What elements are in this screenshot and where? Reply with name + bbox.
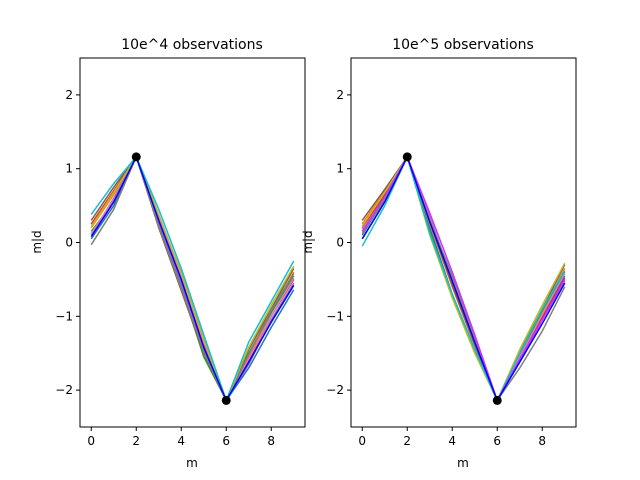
subplot-left-series-line-1 bbox=[90, 156, 295, 402]
subplot-left-axes-frame bbox=[79, 57, 306, 428]
subplot-left-series-line-5 bbox=[90, 156, 295, 402]
subplot-right-series-line-1 bbox=[361, 156, 566, 402]
subplot-right-marker-point-0 bbox=[402, 152, 412, 162]
subplot-right-title: 10e^5 observations bbox=[392, 37, 534, 53]
subplot-right-series-line-4 bbox=[361, 156, 566, 402]
subplot-right: 10e^5 observations m m|d 0 2 4 6 8 −2 −1 0 1 2 bbox=[301, 37, 577, 470]
subplot-right-ytick-label: −2 bbox=[326, 383, 344, 397]
subplot-right-ytick-label: 1 bbox=[336, 162, 344, 176]
subplot-right-ylabel: m|d bbox=[301, 230, 315, 253]
subplot-right-xtick-label: 2 bbox=[403, 434, 411, 448]
subplot-left-marker-point-1 bbox=[221, 395, 231, 405]
subplot-right-xtick-label: 6 bbox=[493, 434, 501, 448]
subplot-right-ytick-label: 2 bbox=[336, 88, 344, 102]
subplot-right-series-line-6 bbox=[361, 156, 566, 402]
subplot-left-series-line-0 bbox=[90, 156, 295, 402]
subplot-right-series-line-0 bbox=[361, 156, 566, 402]
subplot-left-ytick-label: 0 bbox=[65, 236, 73, 250]
subplot-right-xtick-label: 8 bbox=[538, 434, 546, 448]
subplot-left-series-line-8 bbox=[90, 156, 295, 402]
subplot-left-ytick-label: −1 bbox=[55, 309, 73, 323]
subplot-left-series-line-6 bbox=[90, 156, 295, 402]
subplot-left-xtick-label: 0 bbox=[87, 434, 95, 448]
subplot-left-series-line-10 bbox=[90, 156, 295, 402]
subplot-left-xtick-label: 6 bbox=[222, 434, 230, 448]
subplot-right-axes-frame bbox=[350, 57, 577, 428]
subplot-left-series-line-3 bbox=[90, 156, 295, 402]
subplot-right-ytick-label: −1 bbox=[326, 309, 344, 323]
subplot-right-series-line-11 bbox=[361, 156, 566, 402]
subplot-left-ytick-label: −2 bbox=[55, 383, 73, 397]
subplot-right-ytick-label: 0 bbox=[336, 236, 344, 250]
subplot-right-xtick-label: 4 bbox=[448, 434, 456, 448]
subplot-left-series-line-7 bbox=[90, 156, 295, 402]
subplot-left-xtick-label: 8 bbox=[267, 434, 275, 448]
subplot-left-title: 10e^4 observations bbox=[121, 37, 263, 53]
subplot-right-series-line-9 bbox=[361, 156, 566, 402]
subplot-left-ylabel: m|d bbox=[30, 230, 44, 253]
subplot-left-ytick-label: 1 bbox=[65, 162, 73, 176]
subplot-right-series-line-8 bbox=[361, 156, 566, 402]
subplot-left-xtick-label: 2 bbox=[132, 434, 140, 448]
subplot-left-xtick-label: 4 bbox=[177, 434, 185, 448]
subplot-left: 10e^4 observations m m|d 0 2 4 6 8 −2 −1 0 1 2 bbox=[30, 37, 306, 470]
subplot-left-marker-point-0 bbox=[131, 152, 141, 162]
subplot-right-series-line-3 bbox=[361, 156, 566, 402]
subplot-right-xtick-label: 0 bbox=[358, 434, 366, 448]
subplot-right-series-line-10 bbox=[361, 156, 566, 402]
subplot-left-xlabel: m bbox=[186, 456, 198, 470]
subplot-right-series-line-2 bbox=[361, 156, 566, 402]
subplot-right-marker-point-1 bbox=[492, 395, 502, 405]
subplot-left-series-line-9 bbox=[90, 156, 295, 402]
subplot-left-series-line-2 bbox=[90, 156, 295, 402]
subplot-left-ytick-label: 2 bbox=[65, 88, 73, 102]
subplot-right-series-line-7 bbox=[361, 156, 566, 402]
subplot-right-series-line-5 bbox=[361, 156, 566, 402]
subplot-right-xlabel: m bbox=[457, 456, 469, 470]
subplot-left-series-line-4 bbox=[90, 156, 295, 402]
